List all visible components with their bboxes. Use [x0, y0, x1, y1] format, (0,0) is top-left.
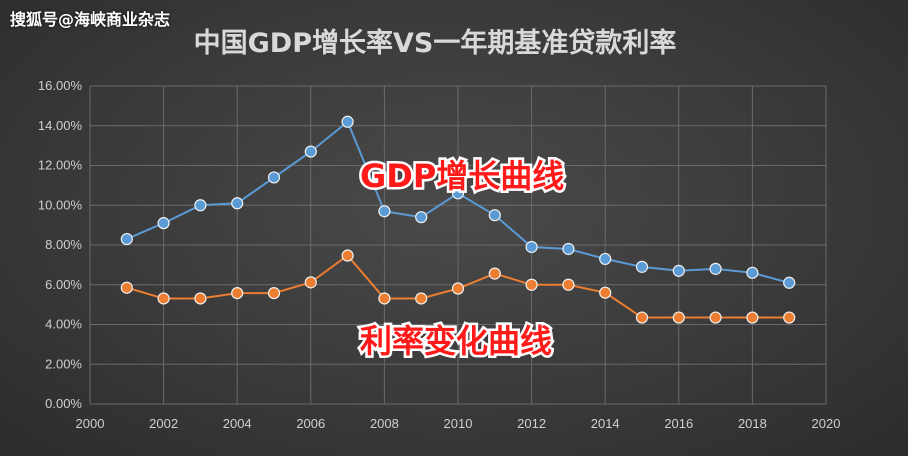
gdp-data-point	[635, 260, 649, 273]
rate-data-point	[451, 282, 465, 295]
y-tick-label: 4.00%	[45, 317, 82, 332]
gdp-data-point	[599, 252, 612, 266]
gdp-data-point	[488, 209, 501, 222]
gdp-annotation: GDP增长曲线	[360, 157, 564, 195]
rate-data-point	[599, 286, 612, 299]
y-tick-label: 14.00%	[38, 118, 83, 133]
y-tick-label: 16.00%	[38, 78, 83, 93]
rate-data-point	[267, 286, 281, 300]
gdp-data-point	[525, 240, 538, 254]
y-tick-label: 0.00%	[45, 396, 82, 411]
gdp-data-point	[231, 197, 244, 210]
rate-data-point	[304, 276, 317, 289]
y-tick-label: 2.00%	[45, 356, 82, 371]
gdp-data-point	[562, 242, 575, 256]
rate-data-point	[120, 281, 133, 294]
y-tick-label: 12.00%	[38, 158, 83, 173]
rate-data-point	[746, 311, 759, 324]
x-tick-label: 2014	[591, 416, 620, 431]
rate-data-point	[415, 292, 428, 305]
gdp-data-point	[267, 171, 281, 184]
gdp-data-point	[157, 217, 170, 230]
rate-data-point	[231, 286, 244, 300]
rate-data-point	[378, 292, 391, 305]
gdp-data-point	[672, 264, 685, 277]
gdp-data-point	[415, 211, 428, 224]
rate-data-point	[157, 292, 170, 305]
rate-data-point	[525, 278, 538, 291]
rate-data-point	[709, 311, 722, 324]
rate-annotation: 利率变化曲线	[360, 322, 552, 360]
x-tick-label: 2018	[738, 416, 767, 431]
axis-ticks: 0.00% 2.00% 4.00% 6.00% 8.00% 10.00% 12.00% 14.…	[38, 78, 841, 431]
gdp-data-point	[451, 187, 465, 200]
gdp-data-point	[709, 262, 722, 275]
x-tick-label: 2020	[812, 416, 841, 431]
x-tick-label: 2008	[370, 416, 399, 431]
chart-title: 中国GDP增长率VS一年期基准贷款利率	[194, 27, 677, 59]
gdp-data-point	[378, 205, 391, 218]
x-tick-label: 2006	[296, 416, 325, 431]
x-tick-label: 2004	[223, 416, 252, 431]
rate-data-point	[562, 278, 575, 291]
gdp-data-point	[783, 276, 796, 289]
y-tick-label: 8.00%	[45, 237, 82, 252]
x-tick-label: 2010	[444, 416, 473, 431]
x-tick-label: 2016	[664, 416, 693, 431]
x-tick-label: 2000	[76, 416, 105, 431]
rate-data-point	[783, 311, 796, 324]
rate-data-point	[488, 267, 501, 280]
gdp-data-point	[341, 115, 354, 128]
gdp-data-point	[194, 199, 207, 212]
gdp-data-point	[120, 232, 133, 246]
x-tick-label: 2012	[517, 416, 546, 431]
gdp-data-point	[304, 145, 317, 158]
rate-data-point	[672, 311, 685, 324]
y-tick-label: 10.00%	[38, 197, 83, 212]
rate-data-point	[635, 311, 649, 324]
y-tick-label: 6.00%	[45, 277, 82, 292]
rate-data-point	[194, 292, 207, 305]
watermark: 搜狐号@海峡商业杂志	[10, 10, 171, 29]
gdp-data-point	[746, 266, 759, 279]
series-layer	[120, 115, 796, 324]
x-tick-label: 2002	[149, 416, 178, 431]
rate-data-point	[341, 249, 354, 262]
